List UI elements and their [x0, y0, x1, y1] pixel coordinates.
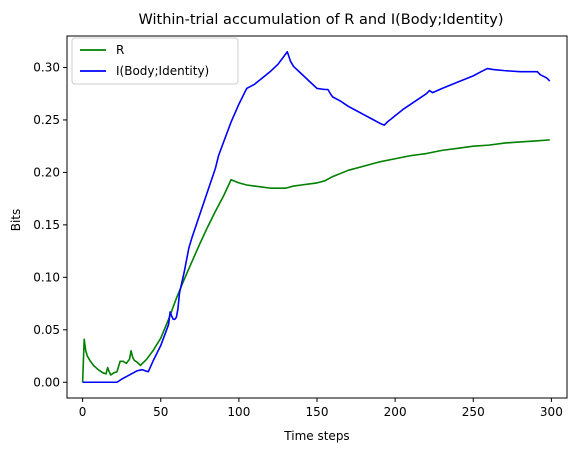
y-axis-ticks: 0.00 0.05 0.10 0.15 0.20 0.25 0.30: [33, 60, 67, 389]
chart-title: Within-trial accumulation of R and I(Bod…: [138, 12, 503, 28]
series-line-r: [81, 139, 550, 383]
series-line-i-body-identity: [82, 50, 551, 384]
plot-frame: [66, 35, 568, 399]
y-axis-label: Bits: [9, 209, 23, 232]
y-tick-label: 0.30: [33, 60, 60, 74]
y-tick-label: 0.00: [33, 375, 60, 389]
legend: R I(Body;Identity): [71, 37, 239, 85]
y-tick-label: 0.15: [33, 218, 60, 232]
legend-label: R: [116, 43, 124, 57]
y-tick-label: 0.10: [33, 270, 60, 284]
y-tick-label: 0.25: [33, 113, 60, 127]
x-tick-label: 200: [384, 405, 407, 419]
y-tick-label: 0.20: [33, 165, 60, 179]
x-axis-label: Time steps: [283, 429, 349, 443]
y-tick-label: 0.05: [33, 323, 60, 337]
x-axis-ticks: 0 50 100 150 200 250 300: [79, 398, 563, 419]
x-tick-label: 150: [306, 405, 329, 419]
x-tick-label: 300: [540, 405, 563, 419]
x-tick-label: 100: [227, 405, 250, 419]
series-lines: [81, 50, 551, 384]
x-tick-label: 250: [462, 405, 485, 419]
x-tick-label: 50: [153, 405, 168, 419]
x-tick-label: 0: [79, 405, 87, 419]
legend-box: [71, 37, 239, 85]
legend-label: I(Body;Identity): [116, 64, 209, 78]
